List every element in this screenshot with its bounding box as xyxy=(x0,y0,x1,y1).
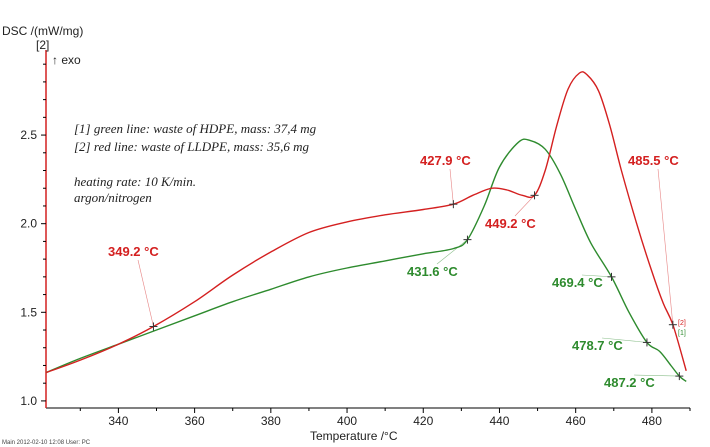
series-end-tag-green: [1] xyxy=(678,330,686,337)
x-tick-label: 360 xyxy=(185,414,205,428)
annotation-label: 427.9 °C xyxy=(420,153,471,168)
chart-annotations: 349.2 °C 427.9 °C 449.2 °C 485.5 °C 431.6 °C… xyxy=(108,153,684,390)
x-tick-label: 340 xyxy=(108,414,128,428)
x-tick-label: 480 xyxy=(642,414,662,428)
annotation-label: 478.7 °C xyxy=(572,338,623,353)
legend-block: [1] green line: waste of HDPE, mass: 37,… xyxy=(74,121,317,205)
chart-ticks: 340 360 380 400 420 440 460 480 1.0 1.5 2.0 2.5 xyxy=(20,63,691,428)
y-axis-series-tag: [2] xyxy=(36,38,49,52)
annotation-leader xyxy=(137,259,154,327)
legend-entry-hdpe: [1] green line: waste of HDPE, mass: 37,… xyxy=(74,121,317,136)
instrument-footer: Main 2012-02-10 12:08 User: PC xyxy=(2,440,91,446)
annotation-leader xyxy=(601,337,647,343)
annotation-label: 487.2 °C xyxy=(604,375,655,390)
annotation-leader xyxy=(581,274,612,278)
legend-atmosphere: argon/nitrogen xyxy=(74,190,152,205)
annotation-leader xyxy=(657,168,674,325)
annotation-label: 469.4 °C xyxy=(552,275,603,290)
annotation-label: 449.2 °C xyxy=(485,216,536,231)
annotation-leader xyxy=(514,195,535,217)
annotation-label: 485.5 °C xyxy=(628,153,679,168)
y-tick-label: 1.0 xyxy=(20,394,37,408)
x-axis-title: Temperature /°C xyxy=(310,429,398,443)
series-line-lldpe-red xyxy=(45,71,687,374)
x-tick-label: 420 xyxy=(413,414,433,428)
annotation-leader xyxy=(633,374,680,377)
legend-heating-rate: heating rate: 10 K/min. xyxy=(74,174,196,189)
x-tick-label: 460 xyxy=(566,414,586,428)
y-axis-title: DSC /(mW/mg) xyxy=(2,24,83,38)
series-end-tag-red: [2] xyxy=(678,320,686,327)
series-line-hdpe-green xyxy=(45,138,687,382)
chart-axes xyxy=(45,50,690,409)
annotation-leader xyxy=(449,168,454,205)
annotation-leader xyxy=(436,239,468,265)
x-tick-label: 380 xyxy=(261,414,281,428)
y-tick-label: 2.5 xyxy=(20,128,37,142)
annotation-label: 349.2 °C xyxy=(108,244,159,259)
annotation-label: 431.6 °C xyxy=(407,264,458,279)
legend-entry-lldpe: [2] red line: waste of LLDPE, mass: 35,6… xyxy=(74,139,309,154)
x-tick-label: 440 xyxy=(489,414,509,428)
y-tick-label: 2.0 xyxy=(20,217,37,231)
y-tick-label: 1.5 xyxy=(20,305,37,319)
exo-direction-label: ↑ exo xyxy=(52,53,81,67)
chart-series-layer xyxy=(45,71,687,382)
x-tick-label: 400 xyxy=(337,414,357,428)
